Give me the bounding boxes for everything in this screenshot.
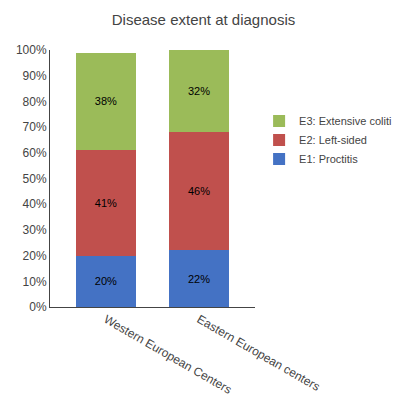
svg-text:0%: 0% bbox=[29, 300, 47, 314]
svg-text:100%: 100% bbox=[16, 43, 47, 57]
svg-text:Eastern European centers: Eastern European centers bbox=[195, 312, 323, 394]
svg-text:80%: 80% bbox=[23, 95, 47, 109]
svg-text:46%: 46% bbox=[188, 185, 210, 197]
svg-text:E1: Proctitis: E1: Proctitis bbox=[299, 153, 358, 165]
svg-text:22%: 22% bbox=[188, 273, 210, 285]
svg-text:10%: 10% bbox=[23, 275, 47, 289]
svg-text:E2: Left-sided: E2: Left-sided bbox=[299, 134, 367, 146]
svg-text:Western European Centers: Western European Centers bbox=[101, 312, 234, 397]
svg-text:90%: 90% bbox=[23, 69, 47, 83]
svg-text:40%: 40% bbox=[23, 197, 47, 211]
svg-text:E3: Extensive coliti: E3: Extensive coliti bbox=[299, 115, 391, 127]
svg-text:Disease extent at diagnosis: Disease extent at diagnosis bbox=[112, 11, 295, 28]
svg-text:30%: 30% bbox=[23, 223, 47, 237]
svg-text:41%: 41% bbox=[95, 197, 117, 209]
svg-text:50%: 50% bbox=[23, 172, 47, 186]
svg-text:70%: 70% bbox=[23, 120, 47, 134]
svg-text:38%: 38% bbox=[95, 95, 117, 107]
svg-text:32%: 32% bbox=[188, 85, 210, 97]
svg-text:20%: 20% bbox=[95, 275, 117, 287]
svg-text:60%: 60% bbox=[23, 146, 47, 160]
svg-text:20%: 20% bbox=[23, 249, 47, 263]
